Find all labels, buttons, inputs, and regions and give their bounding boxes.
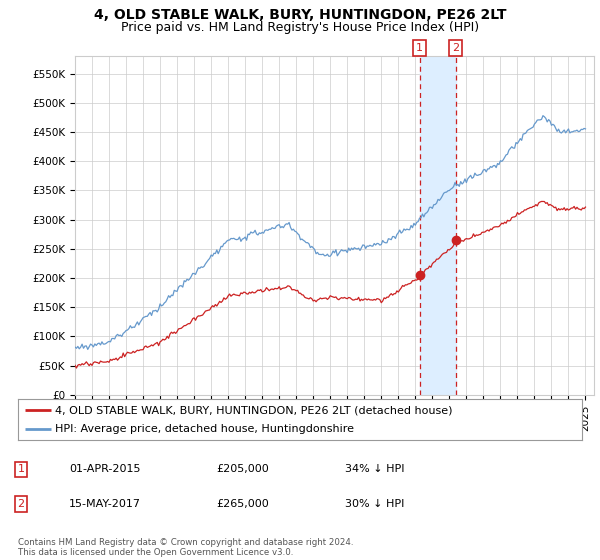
Text: 2: 2 xyxy=(17,499,25,509)
Bar xyxy=(419,56,455,395)
Text: Contains HM Land Registry data © Crown copyright and database right 2024.
This d: Contains HM Land Registry data © Crown c… xyxy=(18,538,353,557)
Text: HPI: Average price, detached house, Huntingdonshire: HPI: Average price, detached house, Hunt… xyxy=(55,424,353,433)
Text: 4, OLD STABLE WALK, BURY, HUNTINGDON, PE26 2LT (detached house): 4, OLD STABLE WALK, BURY, HUNTINGDON, PE… xyxy=(55,405,452,415)
Text: 1: 1 xyxy=(17,464,25,474)
Text: £265,000: £265,000 xyxy=(216,499,269,509)
Text: 1: 1 xyxy=(416,43,423,53)
Text: £205,000: £205,000 xyxy=(216,464,269,474)
Text: 01-APR-2015: 01-APR-2015 xyxy=(69,464,140,474)
Text: 15-MAY-2017: 15-MAY-2017 xyxy=(69,499,141,509)
Text: 2: 2 xyxy=(452,43,459,53)
Text: 4, OLD STABLE WALK, BURY, HUNTINGDON, PE26 2LT: 4, OLD STABLE WALK, BURY, HUNTINGDON, PE… xyxy=(94,8,506,22)
Text: 34% ↓ HPI: 34% ↓ HPI xyxy=(345,464,404,474)
Text: Price paid vs. HM Land Registry's House Price Index (HPI): Price paid vs. HM Land Registry's House … xyxy=(121,21,479,34)
Text: 30% ↓ HPI: 30% ↓ HPI xyxy=(345,499,404,509)
